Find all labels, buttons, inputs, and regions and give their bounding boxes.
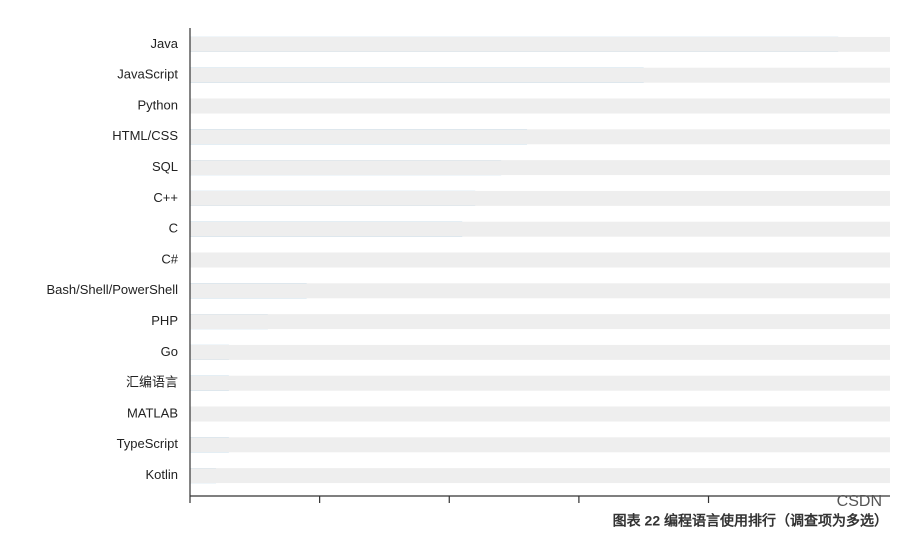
bar-track xyxy=(190,67,890,83)
y-tick-label: Go xyxy=(161,344,178,359)
bar-track xyxy=(190,36,890,52)
bar-track xyxy=(190,221,890,237)
bar-track xyxy=(190,406,890,422)
y-tick-label: Java xyxy=(151,36,179,51)
y-tick-label: Bash/Shell/PowerShell xyxy=(46,282,178,297)
bar-track xyxy=(190,283,890,299)
watermark: CSDN xyxy=(837,493,882,510)
y-tick-label: Kotlin xyxy=(145,467,178,482)
y-tick-label: C# xyxy=(161,251,178,266)
y-tick-label: C xyxy=(169,221,178,236)
y-tick-label: TypeScript xyxy=(117,436,179,451)
bar-track xyxy=(190,468,890,484)
bar-track xyxy=(190,375,890,391)
bar-track xyxy=(190,252,890,268)
bar-track xyxy=(190,129,890,145)
bar-track xyxy=(190,160,890,176)
bar-track xyxy=(190,437,890,453)
y-tick-label: HTML/CSS xyxy=(112,128,178,143)
y-tick-label: JavaScript xyxy=(117,67,178,82)
y-tick-label: Python xyxy=(138,97,178,112)
y-tick-label: 汇编语言 xyxy=(126,375,178,390)
y-tick-label: SQL xyxy=(152,159,178,174)
bar-track xyxy=(190,344,890,360)
bar-track xyxy=(190,314,890,330)
bar-track xyxy=(190,98,890,114)
y-tick-label: MATLAB xyxy=(127,405,178,420)
caption: 图表 22 编程语言使用排行（调查项为多选） xyxy=(613,513,888,529)
bar-track xyxy=(190,190,890,206)
y-tick-label: C++ xyxy=(153,190,178,205)
y-tick-label: PHP xyxy=(151,313,178,328)
